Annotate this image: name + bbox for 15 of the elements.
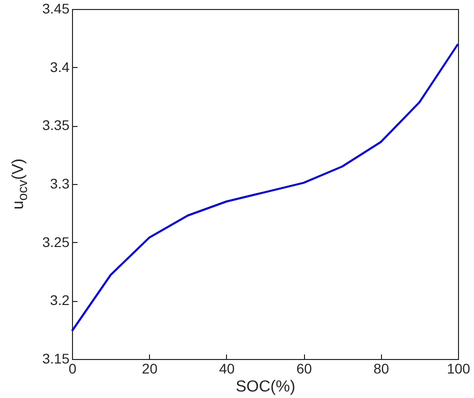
y-tick-label: 3.3: [50, 176, 70, 192]
y-tick-label: 3.2: [50, 292, 70, 308]
x-tick-label: 80: [374, 360, 390, 376]
y-tick-label: 3.35: [42, 117, 70, 134]
x-tick-label: 0: [68, 360, 77, 376]
x-axis-title: SOC(%): [236, 378, 296, 396]
x-tick-label: 20: [142, 360, 158, 376]
x-tick-label: 60: [296, 360, 312, 376]
line-series: [71, 43, 459, 332]
x-tick-label: 40: [219, 360, 235, 376]
y-tick-label: 3.45: [42, 0, 70, 16]
y-tick-label: 3.4: [50, 58, 70, 75]
x-tick-label: 100: [446, 360, 470, 376]
y-tick-label: 3.15: [42, 350, 70, 366]
y-tick-label: 3.25: [42, 234, 70, 250]
